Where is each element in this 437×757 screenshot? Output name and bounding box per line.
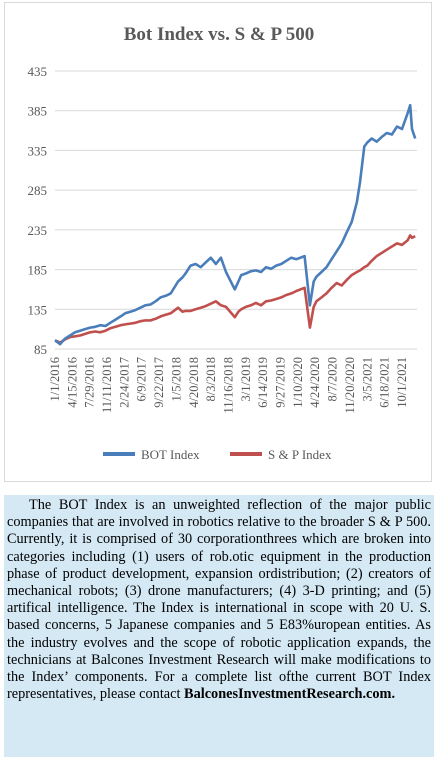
y-axis-tick-labels: 85 135 185 235 285 335 385 435	[28, 64, 48, 357]
x-tick-label: 11/16/2018	[221, 357, 235, 413]
x-tick-label: 6/14/2019	[256, 357, 270, 408]
x-tick-label: 1/5/2018	[169, 357, 183, 401]
y-tick-label: 185	[28, 263, 48, 278]
series-line-1	[54, 234, 416, 344]
description-box: The BOT Index is an unweighted reflectio…	[4, 495, 434, 757]
x-tick-label: 6/18/2021	[378, 357, 392, 408]
x-tick-label: 3/5/2021	[360, 357, 374, 401]
series-line-0	[54, 103, 417, 346]
y-tick-label: 135	[28, 302, 48, 317]
x-tick-label: 3/1/2019	[239, 357, 253, 401]
x-tick-label: 11/20/2020	[343, 357, 357, 413]
line-chart: Bot Index vs. S & P 500 85 135 185 235 285 33…	[28, 24, 417, 462]
legend-label: BOT Index	[141, 447, 200, 462]
x-tick-label: 7/29/2016	[83, 357, 97, 408]
series-lines	[54, 103, 417, 346]
gridlines	[55, 70, 417, 350]
x-tick-label: 2/24/2017	[117, 357, 131, 408]
x-tick-label: 8/7/2020	[326, 357, 340, 401]
y-tick-label: 335	[28, 143, 48, 158]
legend-label: S & P Index	[268, 447, 332, 462]
x-tick-label: 1/10/2020	[291, 357, 305, 408]
x-tick-label: 1/1/2016	[48, 357, 62, 401]
x-axis-tick-labels: 1/1/2016 4/15/2016 7/29/2016 11/11/2016 2/24…	[48, 357, 409, 413]
chart-panel: Bot Index vs. S & P 500 85 135 185 235 285 33…	[4, 2, 432, 482]
x-tick-label: 4/20/2018	[187, 357, 201, 408]
website-link[interactable]: BalconesInvestmentResearch.com.	[184, 686, 396, 703]
chart-title: Bot Index vs. S & P 500	[124, 24, 315, 45]
x-tick-label: 9/27/2019	[274, 357, 288, 408]
x-tick-label: 11/11/2016	[100, 357, 114, 413]
description-text: The BOT Index is an unweighted reflectio…	[7, 497, 431, 703]
y-tick-label: 435	[28, 64, 48, 79]
x-tick-label: 9/22/2017	[152, 357, 166, 408]
x-tick-label: 4/15/2016	[65, 357, 79, 408]
y-tick-label: 285	[28, 183, 48, 198]
y-tick-label: 85	[34, 342, 47, 357]
y-tick-label: 385	[28, 104, 48, 119]
x-tick-label: 6/9/2017	[135, 357, 149, 401]
x-tick-label: 4/24/2020	[308, 357, 322, 408]
legend: BOT Index S & P Index	[103, 447, 332, 462]
y-tick-label: 235	[28, 223, 48, 238]
x-tick-label: 10/1/2021	[395, 357, 409, 408]
x-tick-label: 8/3/2018	[204, 357, 218, 401]
